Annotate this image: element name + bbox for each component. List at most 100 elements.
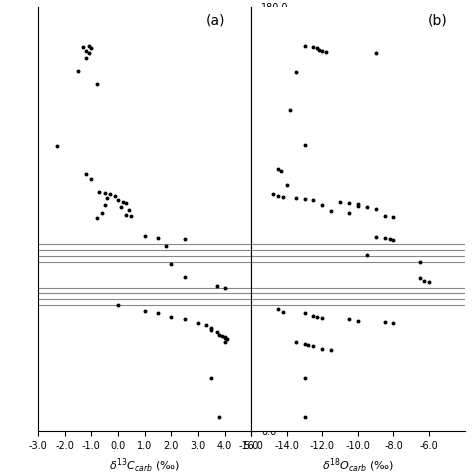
Point	[82, 54, 90, 62]
Point	[202, 321, 210, 329]
Text: (b): (b)	[428, 13, 447, 27]
Point	[221, 338, 228, 346]
Point	[280, 309, 287, 316]
Point	[122, 199, 130, 207]
Point	[181, 316, 188, 323]
Point	[213, 283, 220, 290]
Point	[416, 274, 424, 282]
Point	[119, 198, 127, 205]
Point	[82, 171, 90, 178]
Point	[274, 192, 282, 200]
Point	[181, 273, 188, 281]
Point	[274, 165, 282, 173]
Point	[82, 47, 90, 55]
Point	[381, 212, 388, 219]
Point	[301, 42, 308, 50]
Point	[80, 44, 87, 51]
Point	[106, 191, 114, 198]
Point	[363, 251, 371, 258]
Point	[345, 210, 353, 217]
Point	[128, 212, 135, 219]
Point	[328, 207, 335, 215]
Point	[292, 338, 300, 346]
Point	[221, 333, 228, 341]
Point	[114, 301, 122, 309]
Point	[101, 190, 109, 197]
Point	[390, 319, 397, 327]
Point	[280, 193, 287, 201]
Point	[154, 234, 162, 242]
Point	[310, 343, 317, 350]
Point	[301, 374, 308, 382]
Point	[292, 68, 300, 76]
Point	[313, 313, 321, 321]
Point	[103, 194, 111, 202]
Point	[319, 201, 326, 209]
Point	[354, 317, 362, 324]
Point	[101, 201, 109, 209]
Point	[301, 195, 308, 203]
Point	[208, 326, 215, 334]
Point	[223, 336, 231, 343]
Point	[310, 197, 317, 204]
Point	[286, 106, 294, 113]
Point	[322, 48, 329, 55]
Point	[304, 342, 312, 349]
Point	[274, 305, 282, 312]
Point	[310, 312, 317, 319]
Point	[194, 319, 202, 327]
Point	[93, 80, 100, 88]
Point	[319, 47, 326, 55]
Point	[269, 191, 276, 198]
Point	[345, 316, 353, 323]
Point	[221, 284, 228, 292]
Point	[215, 413, 223, 421]
Point	[337, 198, 344, 205]
Point	[301, 141, 308, 149]
Point	[319, 345, 326, 353]
Point	[292, 194, 300, 202]
Point	[301, 310, 308, 317]
Point	[181, 236, 188, 243]
Point	[98, 210, 106, 217]
Point	[310, 44, 317, 51]
Point	[141, 307, 148, 315]
Point	[390, 213, 397, 221]
Point	[390, 237, 397, 244]
Point	[278, 167, 285, 175]
Point	[213, 328, 220, 336]
Point	[111, 192, 119, 200]
Text: (a): (a)	[206, 13, 226, 27]
Point	[301, 340, 308, 348]
X-axis label: $\delta^{13}C_{carb}$ (‰): $\delta^{13}C_{carb}$ (‰)	[109, 456, 180, 474]
Point	[93, 214, 100, 222]
Point	[313, 45, 321, 52]
Point	[215, 331, 223, 338]
Point	[95, 188, 103, 196]
Point	[53, 142, 60, 150]
Point	[372, 205, 379, 212]
Point	[315, 46, 322, 54]
Point	[301, 413, 308, 421]
Point	[114, 197, 122, 204]
Point	[117, 204, 124, 211]
Point	[372, 49, 379, 57]
Point	[354, 200, 362, 208]
Point	[141, 232, 148, 239]
Point	[319, 314, 326, 322]
Point	[74, 67, 82, 74]
Point	[425, 278, 433, 285]
Point	[122, 211, 130, 219]
Point	[328, 346, 335, 354]
Point	[167, 313, 175, 321]
Point	[208, 374, 215, 382]
Point	[381, 234, 388, 242]
Point	[87, 175, 95, 183]
Point	[221, 335, 228, 342]
X-axis label: $\delta^{18}O_{carb}$ (‰): $\delta^{18}O_{carb}$ (‰)	[322, 456, 394, 474]
Point	[125, 206, 132, 214]
Point	[154, 310, 162, 317]
Point	[218, 332, 226, 340]
Point	[85, 42, 92, 50]
Point	[420, 277, 428, 284]
